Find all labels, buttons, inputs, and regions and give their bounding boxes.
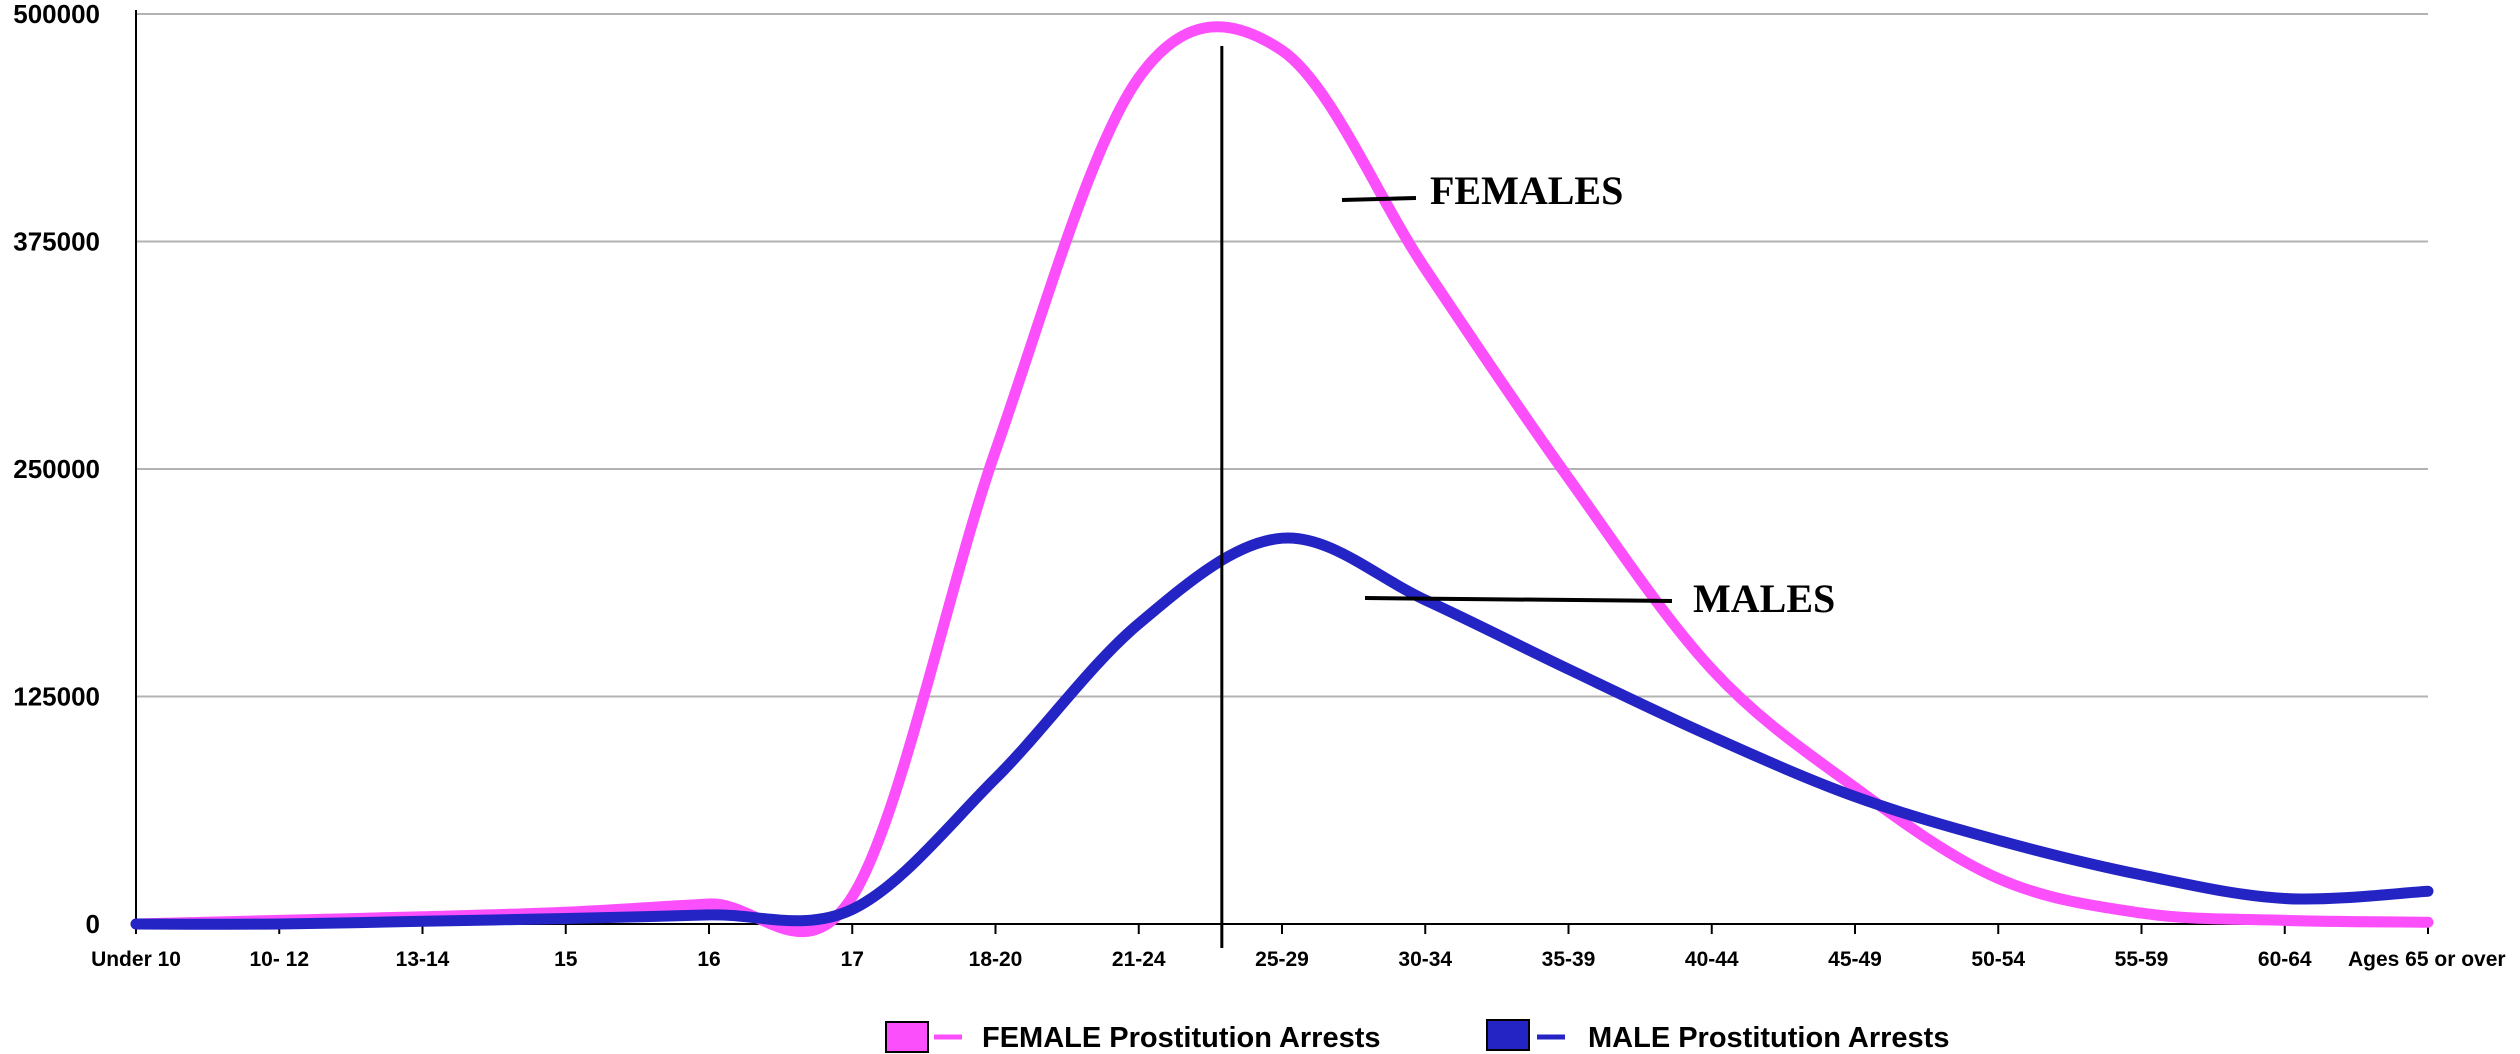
x-tick-label: 10- 12 [249, 948, 309, 971]
x-tick-label: Ages 65 or over [2348, 948, 2506, 971]
x-tick-label: 15 [554, 948, 578, 971]
x-tick-label: 13-14 [396, 948, 450, 971]
axes [136, 10, 2428, 924]
x-tick-label: 17 [841, 948, 864, 971]
x-tick-label: 18-20 [969, 948, 1023, 971]
x-tick-label: 50-54 [1971, 948, 2025, 971]
legend-female-label: FEMALE Prostitution Arrests [982, 1022, 1381, 1054]
y-tick-label: 250000 [13, 454, 100, 484]
x-tick-label: Under 10 [91, 948, 181, 971]
x-tick-label: 55-59 [2115, 948, 2169, 971]
x-tick-label: 21-24 [1112, 948, 1166, 971]
male-series-line [136, 538, 2428, 924]
legend-male-swatch [1487, 1020, 1529, 1050]
x-tick-label: 60-64 [2258, 948, 2312, 971]
x-tick-label: 35-39 [1542, 948, 1596, 971]
females-annotation: FEMALES [1430, 168, 1623, 213]
y-tick-label: 125000 [13, 682, 100, 712]
males-annotation-leader [1365, 598, 1672, 601]
y-tick-label: 375000 [13, 227, 100, 257]
legend-female-swatch [886, 1022, 928, 1052]
gridlines [136, 14, 2428, 697]
x-tick-label: 40-44 [1685, 948, 1739, 971]
legend-male-label: MALE Prostitution Arrests [1588, 1022, 1949, 1054]
x-tick-label: 25-29 [1255, 948, 1309, 971]
x-tick-label: 30-34 [1398, 948, 1452, 971]
x-tick-label: 16 [697, 948, 720, 971]
x-tick-label: 45-49 [1828, 948, 1882, 971]
legend: FEMALE Prostitution Arrests MALE Prostit… [886, 1020, 1949, 1054]
males-annotation: MALES [1693, 576, 1835, 621]
x-axis-ticks: Under 10 10- 12 13-14 15 16 17 18-20 21-24 25-29… [91, 924, 2506, 971]
females-annotation-leader [1342, 198, 1416, 200]
y-tick-label: 0 [86, 909, 100, 939]
y-axis-ticks: 0 125000 250000 375000 500000 [13, 0, 100, 939]
series-lines [136, 27, 2428, 932]
female-series-line [136, 27, 2428, 932]
y-tick-label: 500000 [13, 0, 100, 29]
